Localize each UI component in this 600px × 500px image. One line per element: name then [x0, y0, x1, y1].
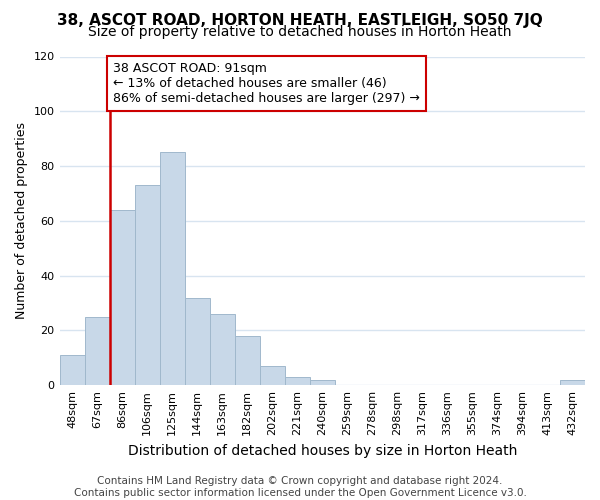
- Bar: [560, 380, 585, 385]
- Bar: [134, 185, 160, 385]
- Bar: [285, 377, 310, 385]
- Text: 38, ASCOT ROAD, HORTON HEATH, EASTLEIGH, SO50 7JQ: 38, ASCOT ROAD, HORTON HEATH, EASTLEIGH,…: [57, 12, 543, 28]
- Bar: [260, 366, 285, 385]
- Bar: [235, 336, 260, 385]
- Bar: [160, 152, 185, 385]
- Y-axis label: Number of detached properties: Number of detached properties: [15, 122, 28, 320]
- Bar: [85, 316, 110, 385]
- Bar: [310, 380, 335, 385]
- Bar: [110, 210, 134, 385]
- Text: Contains HM Land Registry data © Crown copyright and database right 2024.
Contai: Contains HM Land Registry data © Crown c…: [74, 476, 526, 498]
- Bar: [209, 314, 235, 385]
- X-axis label: Distribution of detached houses by size in Horton Heath: Distribution of detached houses by size …: [128, 444, 517, 458]
- Text: 38 ASCOT ROAD: 91sqm
← 13% of detached houses are smaller (46)
86% of semi-detac: 38 ASCOT ROAD: 91sqm ← 13% of detached h…: [113, 62, 420, 105]
- Bar: [185, 298, 209, 385]
- Bar: [59, 355, 85, 385]
- Text: Size of property relative to detached houses in Horton Heath: Size of property relative to detached ho…: [88, 25, 512, 39]
